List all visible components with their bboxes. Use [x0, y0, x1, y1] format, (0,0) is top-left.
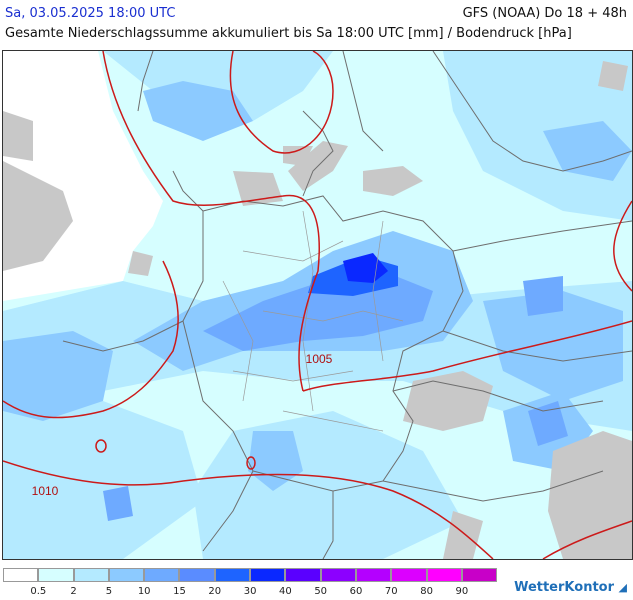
terrain-belgium [128, 251, 153, 276]
legend-swatch [426, 568, 462, 582]
legend-swatch [73, 568, 109, 582]
precip-10-15-france [103, 486, 133, 521]
brand-logo: WetterKontor ◢ [514, 580, 627, 595]
precip-2-5-northeast [443, 51, 632, 221]
terrain-jutland [283, 146, 313, 166]
state-borders [222, 210, 404, 432]
legend-tick-label: 30 [243, 586, 257, 597]
legend-tick-label: 70 [384, 586, 398, 597]
legend-swatch [355, 568, 392, 582]
precip-5-10-swabia [248, 431, 303, 491]
legend-tick-label: 40 [279, 586, 292, 597]
isobar-1005-a [102, 51, 320, 392]
precipitation-map: 1005 1010 [2, 50, 633, 560]
precip-2-5-north [103, 51, 333, 121]
legend-tick-label: 15 [173, 586, 186, 597]
terrain-uk [3, 161, 73, 271]
legend-swatch [38, 568, 74, 582]
legend-swatch [144, 568, 180, 582]
precip-legend [3, 568, 498, 584]
legend-tick-label: 60 [349, 586, 363, 597]
isobar-closed-small-b [246, 456, 256, 470]
legend-swatch [179, 568, 215, 582]
legend-tick-label: 10 [137, 586, 151, 597]
terrain-uk-north [3, 111, 33, 161]
country-borders [62, 51, 632, 559]
legend-tick-label: 5 [105, 586, 113, 597]
precip-2-5-southwest [3, 401, 203, 559]
terrain-czech [403, 371, 493, 431]
legend-tick-label: 80 [420, 586, 433, 597]
precip-10-15-poland [523, 276, 563, 316]
legend-swatch [391, 568, 427, 582]
isobar-1010-east [613, 200, 632, 292]
terrain-baltic-coast [363, 166, 423, 196]
isobar-label-1005: 1005 [306, 352, 333, 366]
legend-tick-label: 0.5 [30, 586, 47, 597]
legend-swatch [461, 568, 498, 582]
model-run: GFS (NOAA) Do 18 + 48h [462, 6, 627, 21]
isobar-1010-west [3, 260, 179, 419]
legend-tick-label: 90 [455, 586, 469, 597]
precip-5-10-northsea [143, 81, 253, 141]
valid-date: Sa, 03.05.2025 18:00 UTC [5, 6, 176, 21]
brand-signal-icon: ◢ [618, 581, 627, 594]
map-subtitle: Gesamte Niederschlagssumme akkumuliert b… [5, 26, 572, 41]
brand-name: WetterKontor [514, 580, 614, 595]
isobar-label-1010: 1010 [32, 484, 59, 498]
terrain-alps-east [443, 511, 483, 559]
precip-10-15-czech [528, 401, 568, 446]
legend-tick-label: 50 [314, 586, 328, 597]
legend-swatch [3, 568, 39, 582]
legend-tick-label: 2 [70, 586, 77, 597]
legend-tick-label: 20 [208, 586, 222, 597]
map-canvas: 1005 1010 [3, 51, 632, 559]
terrain-sweden [598, 61, 628, 91]
isobar-closed-small-a [95, 439, 107, 453]
isobar-1005-north [229, 51, 334, 154]
precip-5-10-west [3, 331, 113, 421]
legend-swatch [250, 568, 286, 582]
header: Sa, 03.05.2025 18:00 UTC GFS (NOAA) Do 1… [0, 0, 633, 48]
legend-swatch [214, 568, 251, 582]
isobar-1005-b [302, 320, 632, 392]
terrain-carpathians [548, 431, 632, 559]
isobar-1010-south [3, 460, 494, 559]
isobar-1010-southeast [542, 520, 632, 559]
precip-5-10-baltic [543, 121, 632, 181]
precip-30-40-core [343, 253, 388, 283]
legend-swatch [285, 568, 321, 582]
precip-5-10-east [483, 291, 623, 401]
legend-swatch [108, 568, 145, 582]
legend-swatch [320, 568, 356, 582]
isobars [3, 51, 632, 559]
